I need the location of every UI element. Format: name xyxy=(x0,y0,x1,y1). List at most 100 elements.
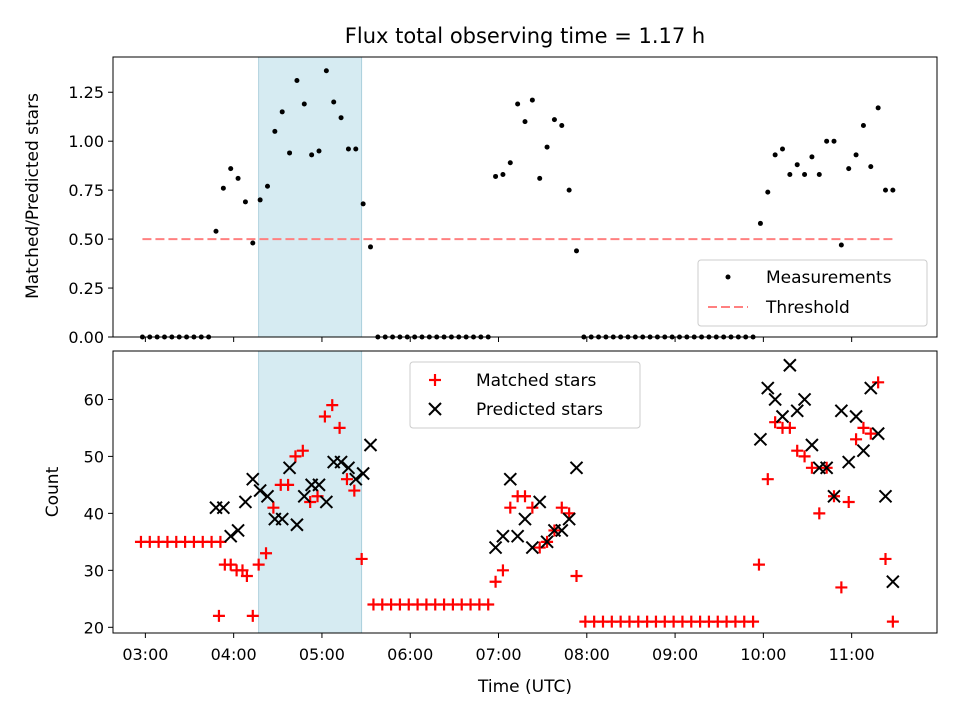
measurement-point xyxy=(883,187,888,193)
measurement-point xyxy=(544,144,550,150)
predicted-star-point xyxy=(856,443,871,458)
measurement-point xyxy=(802,171,808,177)
legend-threshold-label: Threshold xyxy=(765,298,850,318)
measurement-point xyxy=(537,175,543,181)
highlight-span-top xyxy=(258,56,363,338)
predicted-star-point xyxy=(555,523,569,538)
ratio-axis-ticks: 0.00 0.25 0.50 0.75 1.00 1.25 xyxy=(68,83,853,347)
predicted-star-point xyxy=(753,432,768,447)
measurement-point xyxy=(368,244,373,250)
measurement-point xyxy=(551,117,557,123)
predicted-star-point xyxy=(849,409,863,424)
predicted-star-point xyxy=(349,472,363,486)
predicted-star-point xyxy=(761,381,775,395)
matched-star-points xyxy=(134,376,899,628)
predicted-star-point xyxy=(819,461,834,475)
count-y-tick-label: 20 xyxy=(84,618,104,637)
count-y-tick-label: 50 xyxy=(84,447,104,466)
matched-star-point xyxy=(212,609,225,622)
predicted-star-point xyxy=(216,500,231,515)
matched-star-point xyxy=(850,433,863,446)
matched-star-point xyxy=(296,444,309,457)
predicted-star-point xyxy=(775,409,790,424)
count-legend-box xyxy=(409,361,641,429)
measurement-point xyxy=(757,220,763,226)
measurement-point xyxy=(772,152,778,158)
ratio-legend-box xyxy=(697,259,928,327)
legend-predicted-label: Predicted stars xyxy=(476,400,603,420)
count-panel-frame xyxy=(112,350,938,634)
measurement-point xyxy=(250,240,256,246)
matched-star-point xyxy=(240,570,253,583)
ratio-panel: 0.00 0.25 0.50 0.75 1.00 1.25 Matched/Predict… xyxy=(23,56,938,347)
predicted-star-point xyxy=(260,489,275,503)
matched-star-point xyxy=(752,558,765,571)
measurement-point xyxy=(242,199,248,205)
matched-star-point xyxy=(289,450,302,463)
count-y-tick-label: 40 xyxy=(84,504,104,523)
predicted-star-point xyxy=(768,392,782,407)
time-x-tick-label: 05:00 xyxy=(299,645,345,664)
ratio-y-tick-label: 0.00 xyxy=(68,328,104,347)
ratio-y-tick-label: 0.50 xyxy=(68,230,104,249)
count-panel: 20 30 40 50 60 03:00 04:00 05:00 06:00 07:00 08:00… xyxy=(43,350,938,697)
matched-star-point xyxy=(769,416,782,429)
time-x-tick-label: 07:00 xyxy=(475,645,521,664)
measurement-point xyxy=(301,101,307,107)
measurement-point xyxy=(787,171,793,177)
matched-star-point xyxy=(872,376,885,389)
ratio-y-tick-label: 0.75 xyxy=(68,181,104,200)
matched-star-point xyxy=(835,581,848,594)
predicted-star-point xyxy=(246,472,260,486)
time-x-tick-label: 08:00 xyxy=(564,645,610,664)
predicted-star-point xyxy=(297,489,311,503)
measurement-point xyxy=(831,138,837,144)
count-y-axis-label: Count xyxy=(43,466,63,517)
measurement-point xyxy=(309,152,315,158)
count-axis-ticks: 20 30 40 50 60 03:00 04:00 05:00 06:00 07:00 08:00… xyxy=(84,390,875,664)
matched-star-point xyxy=(326,399,339,412)
matched-star-point xyxy=(813,507,826,520)
measurement-point xyxy=(522,119,528,125)
measurement-point xyxy=(860,123,866,129)
measurement-point xyxy=(338,115,344,121)
matched-star-point xyxy=(570,570,583,583)
matched-star-point xyxy=(267,501,280,514)
measurement-point xyxy=(228,166,234,172)
matched-star-point xyxy=(224,558,237,571)
matched-star-point xyxy=(842,495,855,508)
predicted-star-point xyxy=(224,529,238,543)
measurement-point xyxy=(345,146,351,152)
measurement-point xyxy=(331,99,337,105)
matched-star-point xyxy=(482,598,495,611)
measurement-point xyxy=(566,187,572,193)
predicted-star-point xyxy=(805,438,819,452)
measurement-point xyxy=(507,160,513,166)
predicted-star-point xyxy=(488,540,503,555)
predicted-star-point xyxy=(253,483,267,498)
predicted-star-point xyxy=(783,358,797,372)
count-y-tick-label: 30 xyxy=(84,561,104,580)
predicted-star-point xyxy=(533,495,547,509)
predicted-star-point xyxy=(282,461,297,475)
predicted-star-points xyxy=(209,358,900,589)
measurement-point xyxy=(838,242,844,248)
predicted-star-point xyxy=(238,495,253,509)
measurement-point xyxy=(816,171,822,177)
measurement-point xyxy=(794,162,800,168)
measurement-point xyxy=(360,201,366,207)
highlight-span-bottom xyxy=(258,350,363,634)
measurement-point xyxy=(809,154,815,160)
matched-star-point xyxy=(348,484,361,497)
measurement-point xyxy=(890,187,896,193)
count-legend: Matched stars Predicted stars xyxy=(409,361,641,429)
matched-star-point xyxy=(864,427,877,440)
predicted-star-point xyxy=(231,523,245,538)
time-x-tick-label: 03:00 xyxy=(122,645,168,664)
measurement-point xyxy=(824,138,830,144)
legend-matched-marker xyxy=(429,374,441,386)
measurement-point xyxy=(220,185,226,191)
predicted-star-point xyxy=(886,575,900,589)
predicted-star-point xyxy=(290,518,304,532)
